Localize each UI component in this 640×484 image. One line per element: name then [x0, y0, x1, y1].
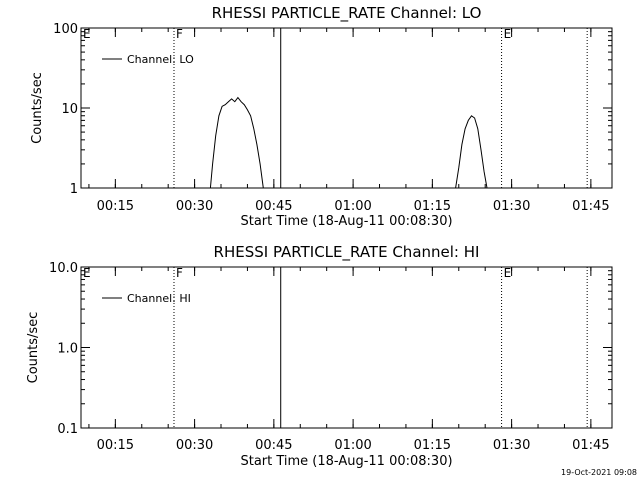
- marker-label: E: [83, 266, 91, 280]
- x-tick-label: 00:15: [97, 199, 134, 214]
- y-axis-label: Counts/sec: [30, 72, 45, 144]
- legend-label: Channel: LO: [127, 53, 194, 66]
- y-tick-label: 0.1: [57, 422, 78, 437]
- x-tick-label: 01:30: [493, 438, 530, 453]
- series-line: [209, 96, 264, 189]
- y-tick-label: 10.0: [49, 261, 78, 276]
- x-axis-label: Start Time (18-Aug-11 00:08:30): [240, 214, 452, 229]
- x-tick-label: 00:45: [255, 438, 292, 453]
- x-tick-label: 01:00: [334, 438, 371, 453]
- chart-title: RHESSI PARTICLE_RATE Channel: LO: [212, 4, 482, 23]
- y-tick-label: 100: [53, 22, 78, 37]
- x-tick-label: 00:30: [176, 438, 213, 453]
- x-tick-label: 01:00: [334, 199, 371, 214]
- chart-title: RHESSI PARTICLE_RATE Channel: HI: [214, 243, 480, 262]
- x-tick-label: 00:15: [97, 438, 134, 453]
- plot-frame: [80, 27, 613, 189]
- panel-hi: RHESSI PARTICLE_RATE Channel: HI 00:15 00:…: [26, 243, 613, 469]
- marker-label: E: [504, 266, 512, 280]
- x-tick-label: 01:15: [414, 199, 451, 214]
- x-tick-label: 01:15: [414, 438, 451, 453]
- y-tick-label: 1: [70, 182, 78, 197]
- x-tick-label: 01:45: [572, 199, 609, 214]
- y-tick-label: 10: [61, 102, 78, 117]
- x-axis-label: Start Time (18-Aug-11 00:08:30): [240, 454, 452, 469]
- series-line: [455, 115, 488, 189]
- marker-label: F: [176, 266, 183, 280]
- legend-label: Channel: HI: [127, 292, 191, 305]
- marker-label: E: [504, 27, 512, 41]
- y-axis-label: Counts/sec: [26, 312, 41, 384]
- marker-label: F: [176, 27, 183, 41]
- y-tick-label: 1.0: [57, 342, 78, 357]
- x-tick-label: 01:30: [493, 199, 530, 214]
- marker-label: E: [83, 27, 91, 41]
- x-tick-label: 00:45: [255, 199, 292, 214]
- footer-timestamp: 19-Oct-2021 09:08: [561, 468, 637, 477]
- x-tick-label: 01:45: [572, 438, 609, 453]
- x-tick-label: 00:30: [176, 199, 213, 214]
- panel-lo: RHESSI PARTICLE_RATE Channel: LO 00:15 00:…: [30, 4, 613, 229]
